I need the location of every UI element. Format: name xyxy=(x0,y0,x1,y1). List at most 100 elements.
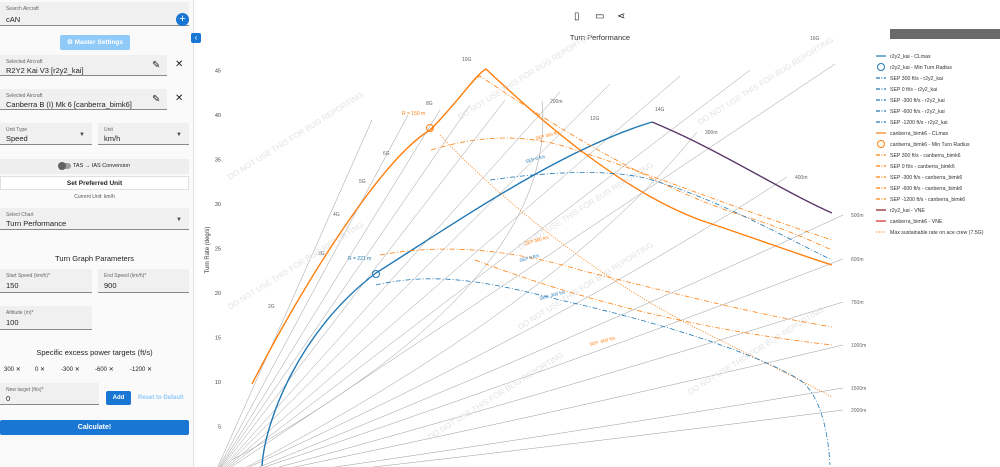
radius-grid-line xyxy=(231,100,544,461)
watermark-text: DO NOT USE THIS FOR BUG REPORTING xyxy=(686,305,825,396)
legend-label: canberra_bimk6 - Min Turn Radius xyxy=(890,142,970,148)
end-speed-field[interactable]: End Speed (km/h)* 900 xyxy=(98,269,189,293)
set-preferred-unit-button[interactable]: Set Preferred Unit xyxy=(0,176,189,190)
calculate-button[interactable]: Calculate! xyxy=(0,420,189,435)
radius-grid-line xyxy=(293,344,844,467)
chart-legend: r2y2_kai - CLmax r2y2_kai - Min Turn Radi… xyxy=(876,54,984,236)
select-chart-value: Turn Performance xyxy=(6,219,67,228)
remove-aircraft-1-icon[interactable]: ✕ xyxy=(175,59,184,70)
chip-label: -300 xyxy=(61,367,74,373)
end-speed-input[interactable]: 900 xyxy=(104,281,117,290)
sep-targets-title: Specific excess power targets (ft/s) xyxy=(36,348,153,357)
legend-label: SEP 0 ft/s - canberra_bimk6 xyxy=(890,164,955,170)
collapse-sidebar-icon[interactable]: ‹ xyxy=(191,33,201,43)
r2y2-sep-line xyxy=(375,278,831,466)
radius-grid-line xyxy=(333,387,844,467)
selected-aircraft-1-field: Selected Aircraft R2Y2 Kai V3 [r2y2_kai] xyxy=(0,55,167,76)
tas-ias-label: TAS → IAS Conversion xyxy=(72,163,131,169)
chevron-down-icon: ▼ xyxy=(176,217,182,223)
watermark-text: DO NOT USE THIS FOR BUG REPORTING xyxy=(426,350,565,441)
chart-curves: SEP 0 ft/s SEP 300 ft/s SEP 0 ft/s SEP 300 … xyxy=(251,68,833,467)
tas-ias-toggle-row[interactable]: TAS → IAS Conversion xyxy=(0,159,189,174)
search-aircraft-label: Search Aircraft xyxy=(6,6,39,12)
select-chart-label: Select Chart xyxy=(6,212,34,218)
share-icon[interactable]: ⋖ xyxy=(617,11,626,22)
altitude-input[interactable]: 100 xyxy=(6,318,19,327)
start-speed-input[interactable]: 150 xyxy=(6,281,19,290)
r2y2-min-radius-marker xyxy=(372,270,380,278)
watermark-text: DO NOT USE THIS FOR BUG REPORTING xyxy=(226,90,365,181)
new-target-label: New target (ft/s)* xyxy=(6,387,44,393)
portrait-icon[interactable]: ▯ xyxy=(574,11,580,22)
watermark-text: DO NOT USE THIS FOR BUG REPORTING xyxy=(226,220,365,311)
r2y2-clmax-line xyxy=(261,121,653,467)
altitude-field[interactable]: Altitude (m)* 100 xyxy=(0,306,92,330)
altitude-label: Altitude (m)* xyxy=(6,310,34,316)
reset-default-button[interactable]: Reset to Default xyxy=(138,395,184,401)
y-tick-label: 30 xyxy=(215,202,221,208)
legend-label: SEP 0 ft/s - r2y2_kai xyxy=(890,87,937,93)
sep-curve-label: SEP 300 ft/s xyxy=(535,129,561,140)
start-speed-field[interactable]: Start Speed (km/h)* 150 xyxy=(0,269,92,293)
canberra-min-radius-marker xyxy=(426,124,434,132)
add-aircraft-button[interactable]: + xyxy=(176,13,189,26)
sep-chip: 0 ✕ xyxy=(35,366,45,373)
landscape-icon[interactable]: ▭ xyxy=(595,11,605,22)
selected-aircraft-2-label: Selected Aircraft xyxy=(6,93,43,99)
legend-label: r2y2_kai - Min Turn Radius xyxy=(890,65,952,71)
y-tick-label: 10 xyxy=(215,380,221,386)
new-target-field[interactable]: New target (ft/s)* 0 xyxy=(0,383,99,405)
unit-value: km/h xyxy=(104,134,121,143)
g-label: 6G xyxy=(383,151,390,157)
g-grid-line xyxy=(228,69,751,467)
close-icon[interactable]: ✕ xyxy=(108,367,114,373)
select-chart-select[interactable]: Select Chart Turn Performance ▼ xyxy=(0,208,189,230)
unit-type-select[interactable]: Unit Type Speed ▼ xyxy=(0,123,92,145)
chip-label: 300 xyxy=(4,367,15,373)
legend-label: SEP -300 ft/s - r2y2_kai xyxy=(890,98,945,104)
legend-label: SEP -1200 ft/s - canberra_bimk6 xyxy=(890,197,965,203)
chevron-down-icon: ▼ xyxy=(176,132,182,138)
close-icon[interactable]: ✕ xyxy=(74,367,80,373)
chart-grid: 2G 3G 4G 5G 6G 8G 10G 12G 14G 16G 200m 300m 400m 500m… xyxy=(217,36,866,467)
search-aircraft-input[interactable]: cAN xyxy=(6,15,21,24)
close-icon[interactable]: ✕ xyxy=(147,367,153,373)
chip-label: 0 xyxy=(35,367,39,373)
close-icon[interactable]: ✕ xyxy=(40,367,46,373)
g-label: 5G xyxy=(359,179,366,185)
legend-label: SEP 300 ft/s - r2y2_kai xyxy=(890,76,943,82)
turn-performance-chart: Turn Performance 2G 3G 4G 5G 6G 8G 10G 12G 14G 16… xyxy=(205,30,984,467)
edit-aircraft-2-icon[interactable]: ✎ xyxy=(152,94,161,105)
sep-curve-label: SEP -300 ft/s xyxy=(539,289,567,301)
radius-grid-line xyxy=(278,301,844,467)
chip-label: -1200 xyxy=(130,367,146,373)
legend-label: SEP -600 ft/s - r2y2_kai xyxy=(890,109,945,115)
close-icon[interactable]: ✕ xyxy=(15,367,21,373)
search-aircraft-field[interactable]: Search Aircraft cAN xyxy=(0,2,189,26)
unit-select[interactable]: Unit km/h ▼ xyxy=(98,123,189,145)
y-tick-label: 20 xyxy=(215,291,221,297)
radius-grid-line xyxy=(248,176,788,467)
legend-marker xyxy=(877,140,885,148)
y-axis-title: Turn Rate (deg/s) xyxy=(205,227,211,274)
add-target-button[interactable]: Add xyxy=(106,391,131,405)
master-settings-button[interactable]: ⚙ Master Settings xyxy=(60,35,130,50)
plot-modebar[interactable] xyxy=(890,29,1000,39)
remove-aircraft-2-icon[interactable]: ✕ xyxy=(175,93,184,104)
canberra-clmax-line xyxy=(251,68,833,385)
toggle-switch[interactable] xyxy=(57,161,71,170)
r2y2-sep-line xyxy=(489,172,833,261)
selected-aircraft-2-field: Selected Aircraft Canberra B (I) Mk 6 [c… xyxy=(0,89,167,110)
new-target-input[interactable]: 0 xyxy=(6,394,11,403)
g-label: 4G xyxy=(333,212,340,218)
g-label: 3G xyxy=(318,251,325,257)
sep-chip: -300 ✕ xyxy=(61,366,80,373)
sep-curve-label: SEP 300 ft/s xyxy=(524,234,550,245)
g-label: 16G xyxy=(810,36,820,42)
selected-aircraft-2-value: Canberra B (I) Mk 6 [canberra_bimk6] xyxy=(6,100,132,109)
edit-aircraft-1-icon[interactable]: ✎ xyxy=(152,60,161,71)
selected-aircraft-1-value: R2Y2 Kai V3 [r2y2_kai] xyxy=(6,66,84,75)
radius-grid-line xyxy=(264,258,844,467)
g-label: 2G xyxy=(268,304,275,310)
r2y2-vne-line xyxy=(651,121,833,214)
